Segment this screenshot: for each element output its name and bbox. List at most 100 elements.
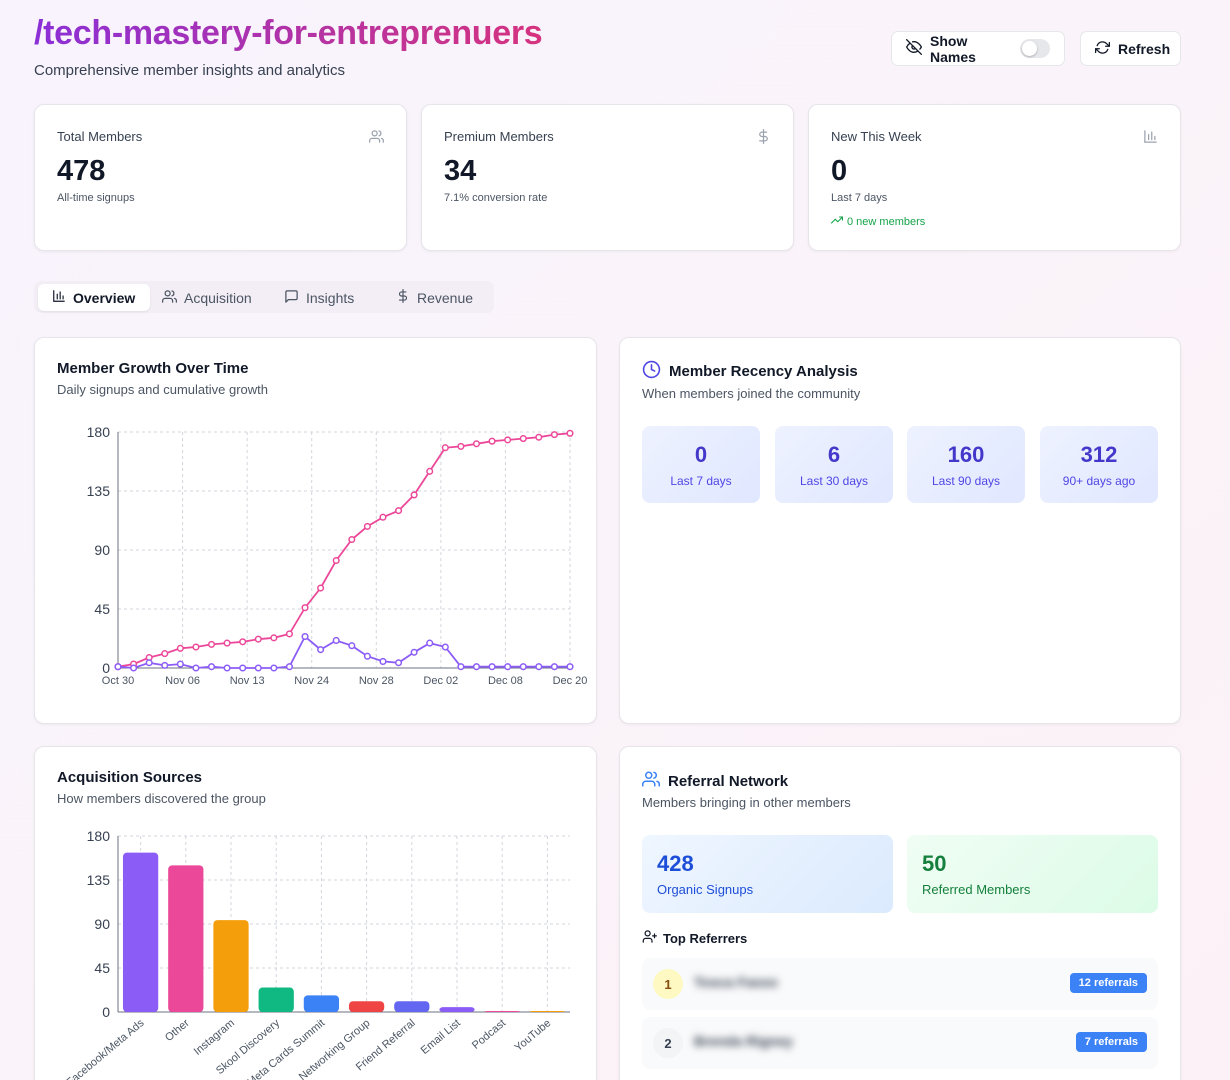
card-title: Member Growth Over Time	[57, 360, 249, 377]
tab-acquisition[interactable]: Acquisition	[148, 284, 266, 311]
data-point	[192, 643, 200, 651]
recency-label: 90+ days ago	[1062, 474, 1136, 488]
data-point	[457, 663, 465, 671]
stat-value: 478	[57, 155, 106, 187]
y-tick-label: 180	[87, 828, 111, 844]
data-point	[426, 467, 434, 475]
stat-sub: All-time signups	[57, 192, 135, 204]
users-icon	[162, 289, 177, 307]
bar	[213, 920, 249, 1012]
show-names-toggle-button[interactable]: Show Names	[891, 31, 1065, 66]
data-point	[254, 664, 262, 672]
card-subtitle: Members bringing in other members	[642, 795, 851, 810]
bar	[439, 1007, 475, 1012]
recency-box-90-plus-days: 312 90+ days ago	[1040, 426, 1158, 503]
x-tick-label: Dec 08	[488, 675, 523, 687]
recency-value: 312	[1080, 442, 1118, 467]
page-title: /tech-mastery-for-entreprenuers	[34, 14, 543, 52]
growth-line-chart: 0 45 90 135 180 Oct 30 Nov 06 Nov 13 Nov 24 Nov 2…	[87, 424, 588, 687]
show-names-switch[interactable]	[1019, 39, 1050, 58]
x-tick-label: Facebook/Meta Ads	[64, 1017, 147, 1080]
y-tick-label: 90	[94, 916, 110, 932]
referred-members-box: 50 Referred Members	[907, 835, 1158, 913]
card-title: Acquisition Sources	[57, 769, 203, 786]
users-icon	[369, 129, 384, 149]
data-point	[566, 429, 574, 437]
bar	[303, 995, 340, 1012]
y-tick-label: 180	[87, 424, 111, 440]
x-tick-label: Nov 28	[359, 675, 394, 687]
data-point	[441, 444, 449, 452]
acquisition-bar-chart: 0 45 90 135 180 Facebook/Meta Ads Other Instagr…	[64, 828, 570, 1080]
bar-chart-icon	[52, 289, 66, 306]
data-point	[270, 664, 278, 672]
dollar-icon	[396, 289, 410, 306]
data-point	[254, 635, 262, 643]
data-point	[114, 663, 122, 671]
stat-label: New This Week	[831, 129, 922, 144]
refresh-icon	[1095, 40, 1110, 58]
referred-value: 50	[922, 851, 947, 876]
stat-sub: 7.1% conversion rate	[444, 192, 548, 204]
x-tick-label: YouTube	[512, 1017, 553, 1054]
data-point	[488, 437, 496, 445]
data-point	[566, 663, 574, 671]
dollar-icon	[756, 129, 771, 149]
recency-box-90-days: 160 Last 90 days	[907, 426, 1025, 503]
x-tick-label: Nov 13	[230, 675, 265, 687]
y-tick-label: 45	[94, 960, 110, 976]
x-tick-label: Dec 02	[423, 675, 458, 687]
card-subtitle: Daily signups and cumulative growth	[57, 382, 268, 397]
data-point	[270, 634, 278, 642]
bar	[529, 1011, 566, 1012]
total-members-card: Total Members 478 All-time signups	[34, 104, 407, 251]
data-point	[285, 663, 293, 671]
data-point	[550, 431, 558, 439]
card-title-text: Referral Network	[668, 772, 789, 790]
data-point	[457, 442, 465, 450]
data-point	[207, 663, 216, 671]
stat-sub: Last 7 days	[831, 192, 888, 204]
trending-up-icon	[830, 214, 844, 229]
y-tick-label: 0	[102, 660, 110, 676]
new-this-week-card: New This Week 0 Last 7 days 0 new member…	[808, 104, 1181, 251]
stat-value: 0	[831, 155, 848, 187]
referrer-row[interactable]: 2 Brenda Rigney 7 referrals	[642, 1017, 1158, 1069]
y-tick-label: 135	[87, 872, 111, 888]
x-tick-label: Email List	[419, 1017, 463, 1057]
card-subtitle: How members discovered the group	[57, 791, 266, 806]
data-point	[472, 440, 481, 448]
referral-count-badge: 7 referrals	[1075, 1032, 1147, 1052]
data-point	[176, 660, 184, 668]
member-growth-card: Member Growth Over Time Daily signups an…	[34, 337, 597, 724]
tab-overview[interactable]: Overview	[38, 284, 150, 311]
x-tick-label: Podcast	[470, 1017, 508, 1052]
x-tick-label: Dec 20	[553, 675, 588, 687]
x-tick-label: Instagram	[192, 1017, 237, 1058]
referrer-rank: 1	[653, 969, 683, 999]
data-point	[379, 513, 387, 521]
data-point	[192, 664, 200, 672]
recency-value: 6	[827, 442, 841, 467]
member-recency-card: Member Recency Analysis When members joi…	[619, 337, 1181, 724]
series-line	[117, 635, 570, 669]
refresh-button[interactable]: Refresh	[1080, 31, 1181, 66]
tab-label: Acquisition	[184, 289, 252, 306]
x-tick-label: Other	[163, 1017, 192, 1044]
recency-label: Last 90 days	[931, 474, 1001, 488]
y-tick-label: 0	[102, 1004, 110, 1020]
top-referrers-label: Top Referrers	[663, 930, 748, 946]
organic-label: Organic Signups	[657, 882, 754, 897]
data-point	[395, 507, 403, 515]
data-point	[410, 648, 418, 656]
data-point	[130, 664, 138, 672]
tab-revenue[interactable]: Revenue	[382, 284, 487, 311]
stat-value: 34	[444, 155, 477, 187]
referrer-row[interactable]: 1 Tosca Fasso 12 referrals	[642, 958, 1158, 1010]
bar	[348, 1001, 385, 1012]
tab-insights[interactable]: Insights	[270, 284, 368, 311]
referrer-rank: 2	[653, 1028, 683, 1058]
referrer-name: Brenda Rigney	[694, 1033, 793, 1049]
data-point	[176, 644, 184, 652]
organic-value: 428	[657, 851, 694, 876]
